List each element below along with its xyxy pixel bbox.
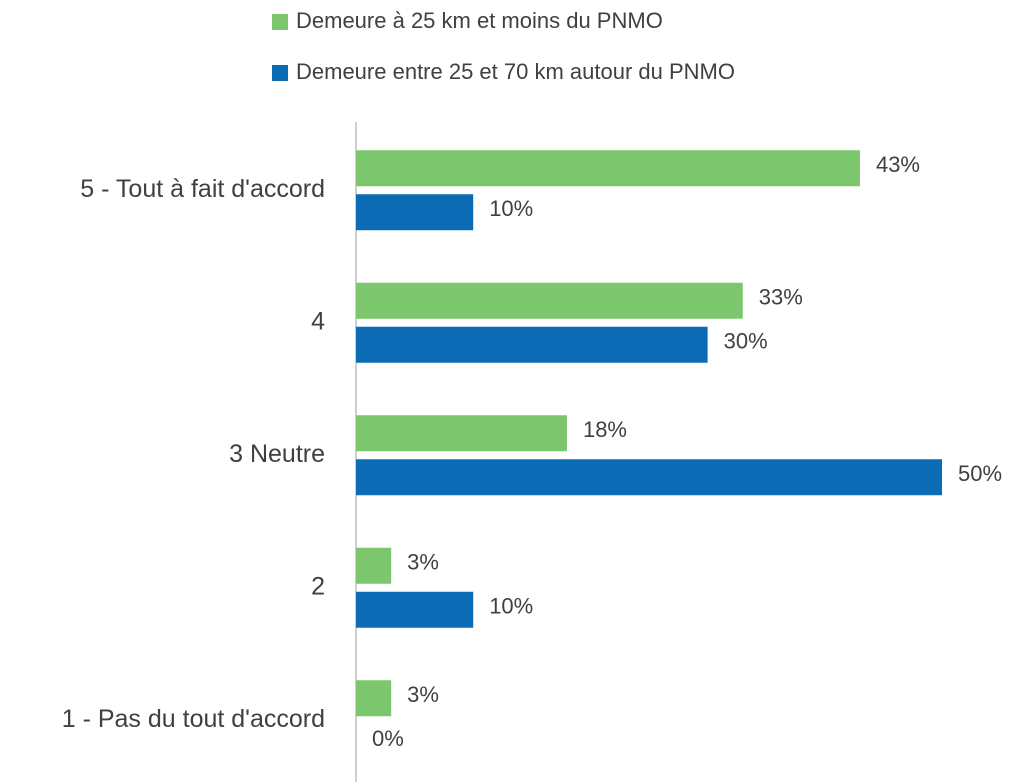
bar [356, 547, 392, 584]
legend-swatch [272, 14, 288, 30]
bar [356, 194, 474, 231]
legend-swatch [272, 65, 288, 81]
data-label: 0% [372, 726, 404, 751]
data-label: 50% [958, 461, 1002, 486]
category-label: 1 - Pas du tout d'accord [62, 705, 325, 733]
data-label: 33% [759, 285, 803, 310]
data-label: 30% [724, 329, 768, 354]
data-label: 10% [489, 196, 533, 221]
data-label: 3% [407, 550, 439, 575]
legend-label: Demeure entre 25 et 70 km autour du PNMO [296, 59, 735, 84]
bar [356, 459, 942, 496]
data-label: 43% [876, 152, 920, 177]
data-label: 10% [489, 594, 533, 619]
data-label: 18% [583, 417, 627, 442]
bar [356, 591, 474, 628]
category-label: 5 - Tout à fait d'accord [80, 175, 325, 203]
category-label: 4 [311, 307, 325, 335]
category-label: 3 Neutre [229, 440, 325, 468]
bar [356, 415, 567, 452]
bar [356, 326, 708, 363]
legend-label: Demeure à 25 km et moins du PNMO [296, 8, 663, 33]
category-label: 2 [311, 572, 325, 600]
bar [356, 282, 743, 319]
bar [356, 150, 860, 187]
bar [356, 680, 392, 717]
data-label: 3% [407, 682, 439, 707]
